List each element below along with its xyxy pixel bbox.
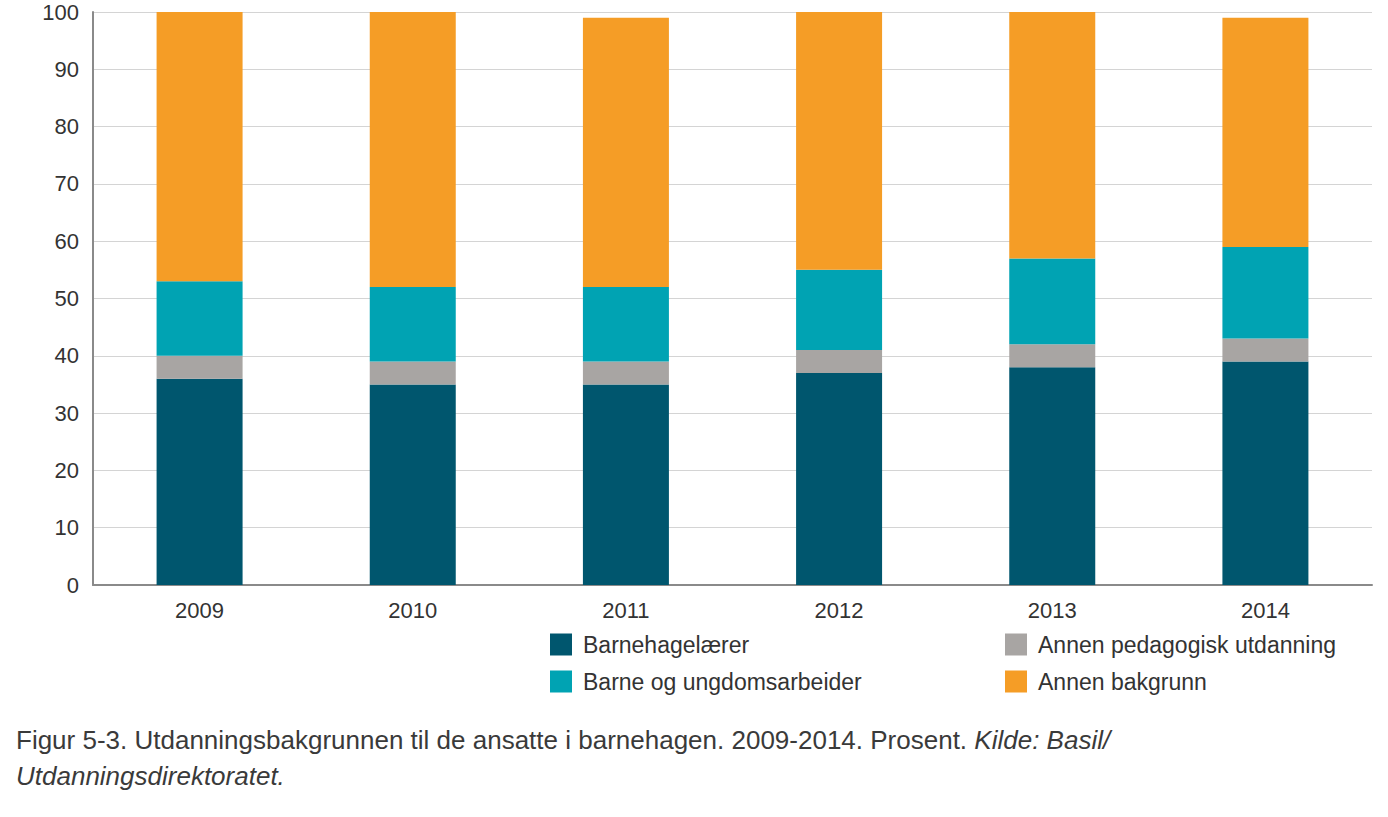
svg-text:Barnehagelærer: Barnehagelærer (583, 632, 750, 658)
svg-text:Annen bakgrunn: Annen bakgrunn (1038, 669, 1207, 695)
svg-text:2009: 2009 (175, 598, 224, 623)
svg-text:90: 90 (55, 57, 79, 82)
svg-text:100: 100 (42, 0, 79, 25)
svg-text:0: 0 (67, 573, 79, 598)
svg-text:10: 10 (55, 515, 79, 540)
svg-text:Annen pedagogisk utdanning: Annen pedagogisk utdanning (1038, 632, 1336, 658)
svg-text:2012: 2012 (815, 598, 864, 623)
svg-text:30: 30 (55, 401, 79, 426)
svg-text:40: 40 (55, 343, 79, 368)
svg-text:60: 60 (55, 229, 79, 254)
svg-text:50: 50 (55, 286, 79, 311)
html-text:Figur 5-3. Utdanningsbakgrunne: Figur 5-3. Utdanningsbakgrunnen til de a… (16, 725, 1111, 791)
svg-text:2010: 2010 (388, 598, 437, 623)
svg-text:70: 70 (55, 171, 79, 196)
svg-text:2014: 2014 (1241, 598, 1290, 623)
svg-text:20: 20 (55, 458, 79, 483)
svg-text:2011: 2011 (602, 598, 649, 623)
svg-text:Barne og ungdomsarbeider: Barne og ungdomsarbeider (583, 669, 862, 695)
svg-text:2013: 2013 (1028, 598, 1077, 623)
svg-text:80: 80 (55, 114, 79, 139)
